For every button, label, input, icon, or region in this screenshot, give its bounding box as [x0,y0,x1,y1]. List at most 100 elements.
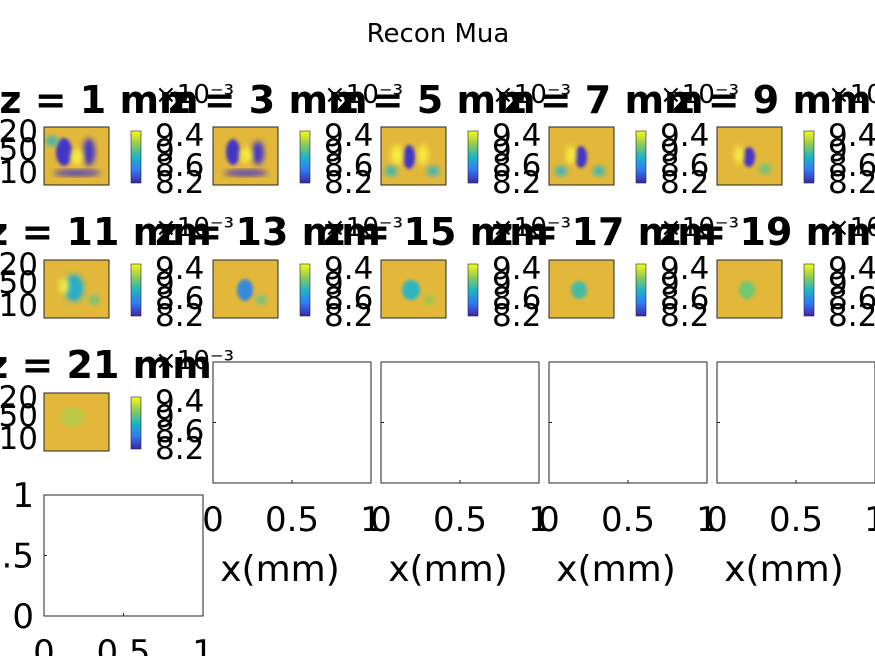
y-tick-label: 20 [0,380,38,416]
colorbar-tick-label: 9.4 [324,251,373,287]
heatmap-blob [555,166,567,176]
map-frame [716,259,783,319]
y-tick-label: 0 [12,597,34,637]
heatmap-blob [739,281,755,299]
colorbar-exponent: ×10⁻³ [660,213,739,243]
colorbar-tick-label: 8.6 [155,281,204,317]
heatmap-blob [46,136,58,146]
colorbar-tick-label: 9.4 [492,118,541,154]
colorbar [130,396,142,450]
colorbar-exponent: ×10⁻³ [324,213,403,243]
colorbar-exponent: ×10⁻³ [492,80,571,110]
map-frame [380,126,447,186]
slice-title: z = 21 mm [0,343,212,387]
colorbar-tick-label: 8.6 [492,281,541,317]
colorbar [299,130,311,184]
colorbar [803,263,815,317]
colorbar-tick-label: 9.4 [324,118,373,154]
colorbar-tick-label: 9 [155,266,175,302]
y-tick-label: 50 [0,398,38,434]
slice-title: z = 15 mm [323,210,549,254]
y-tick-label: 10 [0,155,38,191]
map-frame [43,259,110,319]
y-tick-label: .5 [2,537,34,577]
x-tick-label: 1 [360,500,382,540]
heatmap-blob [59,278,69,294]
x-axis-label: x(mm) [556,549,676,590]
slice-title: z = 11 mm [0,210,212,254]
map-frame [212,259,279,319]
heatmap-blob [240,147,252,163]
map-frame [43,126,110,186]
colorbar-exponent: ×10⁻³ [155,213,234,243]
map-frame [212,126,279,186]
heatmap-features-15 [402,280,434,305]
empty-axes [548,361,708,484]
y-tick-label: 1 [12,476,34,516]
colorbar-tick-label: 8.6 [828,281,875,317]
heatmap-blob [237,279,253,301]
heatmap-blob [427,166,439,176]
colorbar-tick-label: 9.4 [828,118,875,154]
colorbar-tick-label: 8.6 [324,148,373,184]
heatmap-features-11 [59,274,99,305]
colorbar-tick-label: 9 [828,266,848,302]
colorbar [803,130,815,184]
y-tick-label: 50 [0,132,38,168]
x-tick-label: 1 [864,500,875,540]
slice-title: z = 13 mm [155,210,381,254]
map-frame [548,259,615,319]
colorbar-tick-label: 8.2 [660,298,709,334]
heatmap-features-19 [739,281,755,299]
heatmap-features-17 [571,281,587,299]
empty-axes [212,361,372,484]
colorbar-tick-label: 9.4 [155,251,204,287]
heatmap-blob [575,146,587,168]
map-frame [380,259,447,319]
heatmap-blob [402,280,420,300]
empty-axes [380,361,540,484]
colorbar-tick-label: 9 [155,399,175,435]
heatmap-blob [60,407,84,427]
colorbar-tick-label: 8.2 [155,165,204,201]
heatmap-blob [571,281,587,299]
x-tick-label: 0 [202,500,224,540]
y-tick-label: 20 [0,247,38,283]
colorbar [635,263,647,317]
colorbar-tick-label: 9.4 [660,118,709,154]
x-tick-label: 1 [192,633,214,656]
colorbar-exponent: ×10⁻³ [828,80,875,110]
heatmap-features-3 [224,139,268,176]
heatmap-blob [252,141,264,165]
colorbar-tick-label: 8.6 [660,281,709,317]
colorbar-tick-label: 9 [660,266,680,302]
heatmap-blob [734,147,744,163]
heatmap-blob [424,295,434,305]
colorbar-tick-label: 9.4 [155,118,204,154]
map-frame [43,392,110,452]
colorbar-exponent: ×10⁻³ [828,213,875,243]
colorbar [467,130,479,184]
colorbar [635,130,647,184]
colorbar-tick-label: 9.4 [660,251,709,287]
x-tick-label: 0 [706,500,728,540]
slice-title: z = 3 mm [168,78,367,122]
colorbar-exponent: ×10⁻³ [324,80,403,110]
heatmap-blob [566,146,576,164]
x-tick-label: 0.5 [265,500,319,540]
slice-title: z = 17 mm [491,210,717,254]
x-tick-label: 0 [370,500,392,540]
colorbar-exponent: ×10⁻³ [155,80,234,110]
colorbar-tick-label: 9 [660,133,680,169]
x-axis-label: x(mm) [724,549,844,590]
colorbar-exponent: ×10⁻³ [492,213,571,243]
colorbar-tick-label: 9 [155,133,175,169]
colorbar-tick-label: 8.6 [324,281,373,317]
colorbar [467,263,479,317]
y-tick-label: 10 [0,288,38,324]
slice-title: z = 9 mm [672,78,871,122]
x-tick-label: 0.5 [433,500,487,540]
empty-axes [716,361,875,484]
map-frame [716,126,783,186]
heatmap-blob [391,145,403,165]
